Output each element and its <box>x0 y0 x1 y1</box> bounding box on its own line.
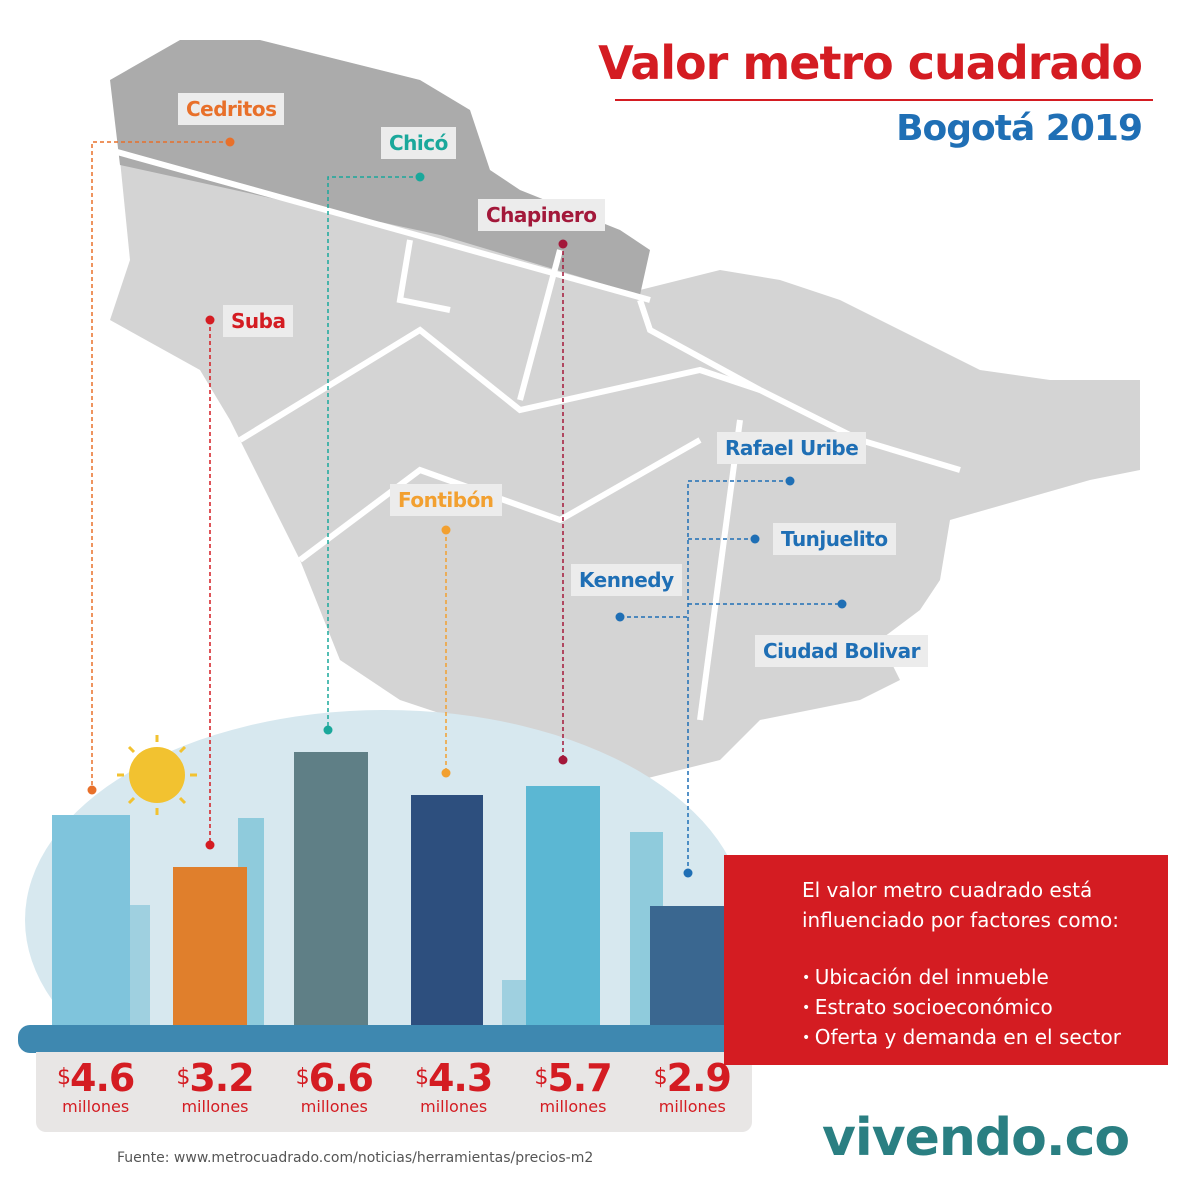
bogota-map <box>109 40 1140 780</box>
currency-symbol: $ <box>57 1065 71 1090</box>
label-kennedy: Kennedy <box>571 564 682 596</box>
price-value: 2.9 <box>666 1056 732 1100</box>
buildings <box>18 752 762 1053</box>
source-note: Fuente: www.metrocuadrado.com/noticias/h… <box>117 1150 594 1166</box>
price-value: 4.3 <box>427 1056 493 1100</box>
city-base <box>18 1025 762 1053</box>
price-item: $5.7 millones <box>513 1052 632 1132</box>
price-value: 5.7 <box>547 1056 612 1100</box>
building-chapinero <box>526 786 600 1025</box>
factor-item: Oferta y demanda en el sector <box>802 1023 1168 1053</box>
label-suba: Suba <box>223 305 294 337</box>
factor-item: Estrato socioeconómico <box>802 993 1168 1023</box>
building-suba <box>173 867 247 1025</box>
price-value: 4.6 <box>70 1056 135 1100</box>
label-cedritos: Cedritos <box>178 93 285 125</box>
building-cedritos <box>52 815 130 1025</box>
price-unit: millones <box>300 1097 368 1116</box>
title-divider <box>615 99 1153 101</box>
price-item: $2.9 millones <box>633 1052 752 1132</box>
currency-symbol: $ <box>534 1065 548 1090</box>
factor-item: Ubicación del inmueble <box>802 963 1168 993</box>
label-tunjuelito: Tunjuelito <box>773 523 896 555</box>
label-chico: Chicó <box>381 127 456 159</box>
price-unit: millones <box>539 1097 607 1116</box>
currency-symbol: $ <box>176 1065 190 1090</box>
connector-lines <box>91 141 842 873</box>
price-item: $4.6 millones <box>36 1052 155 1132</box>
currency-symbol: $ <box>653 1065 668 1090</box>
currency-symbol: $ <box>414 1065 429 1090</box>
price-value: 3.2 <box>189 1056 254 1100</box>
building-chico <box>294 752 368 1025</box>
page-title: Valor metro cuadrado <box>598 36 1143 90</box>
page-subtitle: Bogotá 2019 <box>896 108 1143 149</box>
label-fontibon: Fontibón <box>390 484 502 516</box>
building-south <box>650 906 726 1025</box>
price-unit: millones <box>181 1097 249 1116</box>
price-item: $3.2 millones <box>155 1052 274 1132</box>
label-rafael-uribe: Rafael Uribe <box>717 432 867 464</box>
building-fontibon <box>411 795 483 1025</box>
price-unit: millones <box>658 1097 726 1116</box>
currency-symbol: $ <box>295 1065 310 1090</box>
vivendo-logo: vivendo.co <box>822 1108 1130 1168</box>
factors-box: El valor metro cuadrado está influenciad… <box>724 855 1168 1065</box>
price-value: 6.6 <box>308 1056 374 1100</box>
price-item: $4.3 millones <box>394 1052 513 1132</box>
price-panel: $4.6 millones $3.2 millones $6.6 millones $… <box>36 1052 752 1132</box>
factors-list: Ubicación del inmueble Estrato socioecon… <box>802 963 1168 1053</box>
factors-heading: El valor metro cuadrado está influenciad… <box>802 878 1120 932</box>
price-unit: millones <box>420 1097 488 1116</box>
sun-icon <box>117 735 197 815</box>
connector-dots <box>87 137 847 878</box>
label-chapinero: Chapinero <box>478 199 605 231</box>
price-unit: millones <box>62 1097 130 1116</box>
label-ciudad-bolivar: Ciudad Bolivar <box>755 635 928 667</box>
price-item: $6.6 millones <box>275 1052 394 1132</box>
